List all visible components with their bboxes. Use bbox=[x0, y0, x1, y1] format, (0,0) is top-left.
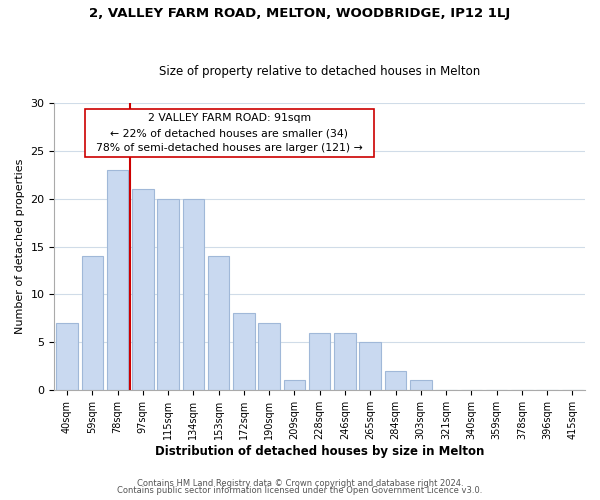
Bar bbox=[359, 342, 381, 390]
Bar bbox=[334, 332, 356, 390]
Bar bbox=[259, 323, 280, 390]
Text: 2 VALLEY FARM ROAD: 91sqm  
  ← 22% of detached houses are smaller (34)  
  78% : 2 VALLEY FARM ROAD: 91sqm ← 22% of detac… bbox=[89, 114, 370, 153]
Bar bbox=[132, 189, 154, 390]
Bar bbox=[233, 314, 254, 390]
Bar bbox=[82, 256, 103, 390]
Text: Contains HM Land Registry data © Crown copyright and database right 2024.: Contains HM Land Registry data © Crown c… bbox=[137, 478, 463, 488]
Bar bbox=[385, 370, 406, 390]
Text: Contains public sector information licensed under the Open Government Licence v3: Contains public sector information licen… bbox=[118, 486, 482, 495]
Y-axis label: Number of detached properties: Number of detached properties bbox=[15, 159, 25, 334]
Title: Size of property relative to detached houses in Melton: Size of property relative to detached ho… bbox=[159, 66, 481, 78]
Bar bbox=[182, 199, 204, 390]
Bar bbox=[208, 256, 229, 390]
X-axis label: Distribution of detached houses by size in Melton: Distribution of detached houses by size … bbox=[155, 444, 484, 458]
Text: 2, VALLEY FARM ROAD, MELTON, WOODBRIDGE, IP12 1LJ: 2, VALLEY FARM ROAD, MELTON, WOODBRIDGE,… bbox=[89, 8, 511, 20]
Bar bbox=[284, 380, 305, 390]
Bar bbox=[107, 170, 128, 390]
Bar bbox=[56, 323, 78, 390]
Bar bbox=[309, 332, 331, 390]
Bar bbox=[410, 380, 431, 390]
Bar bbox=[157, 199, 179, 390]
